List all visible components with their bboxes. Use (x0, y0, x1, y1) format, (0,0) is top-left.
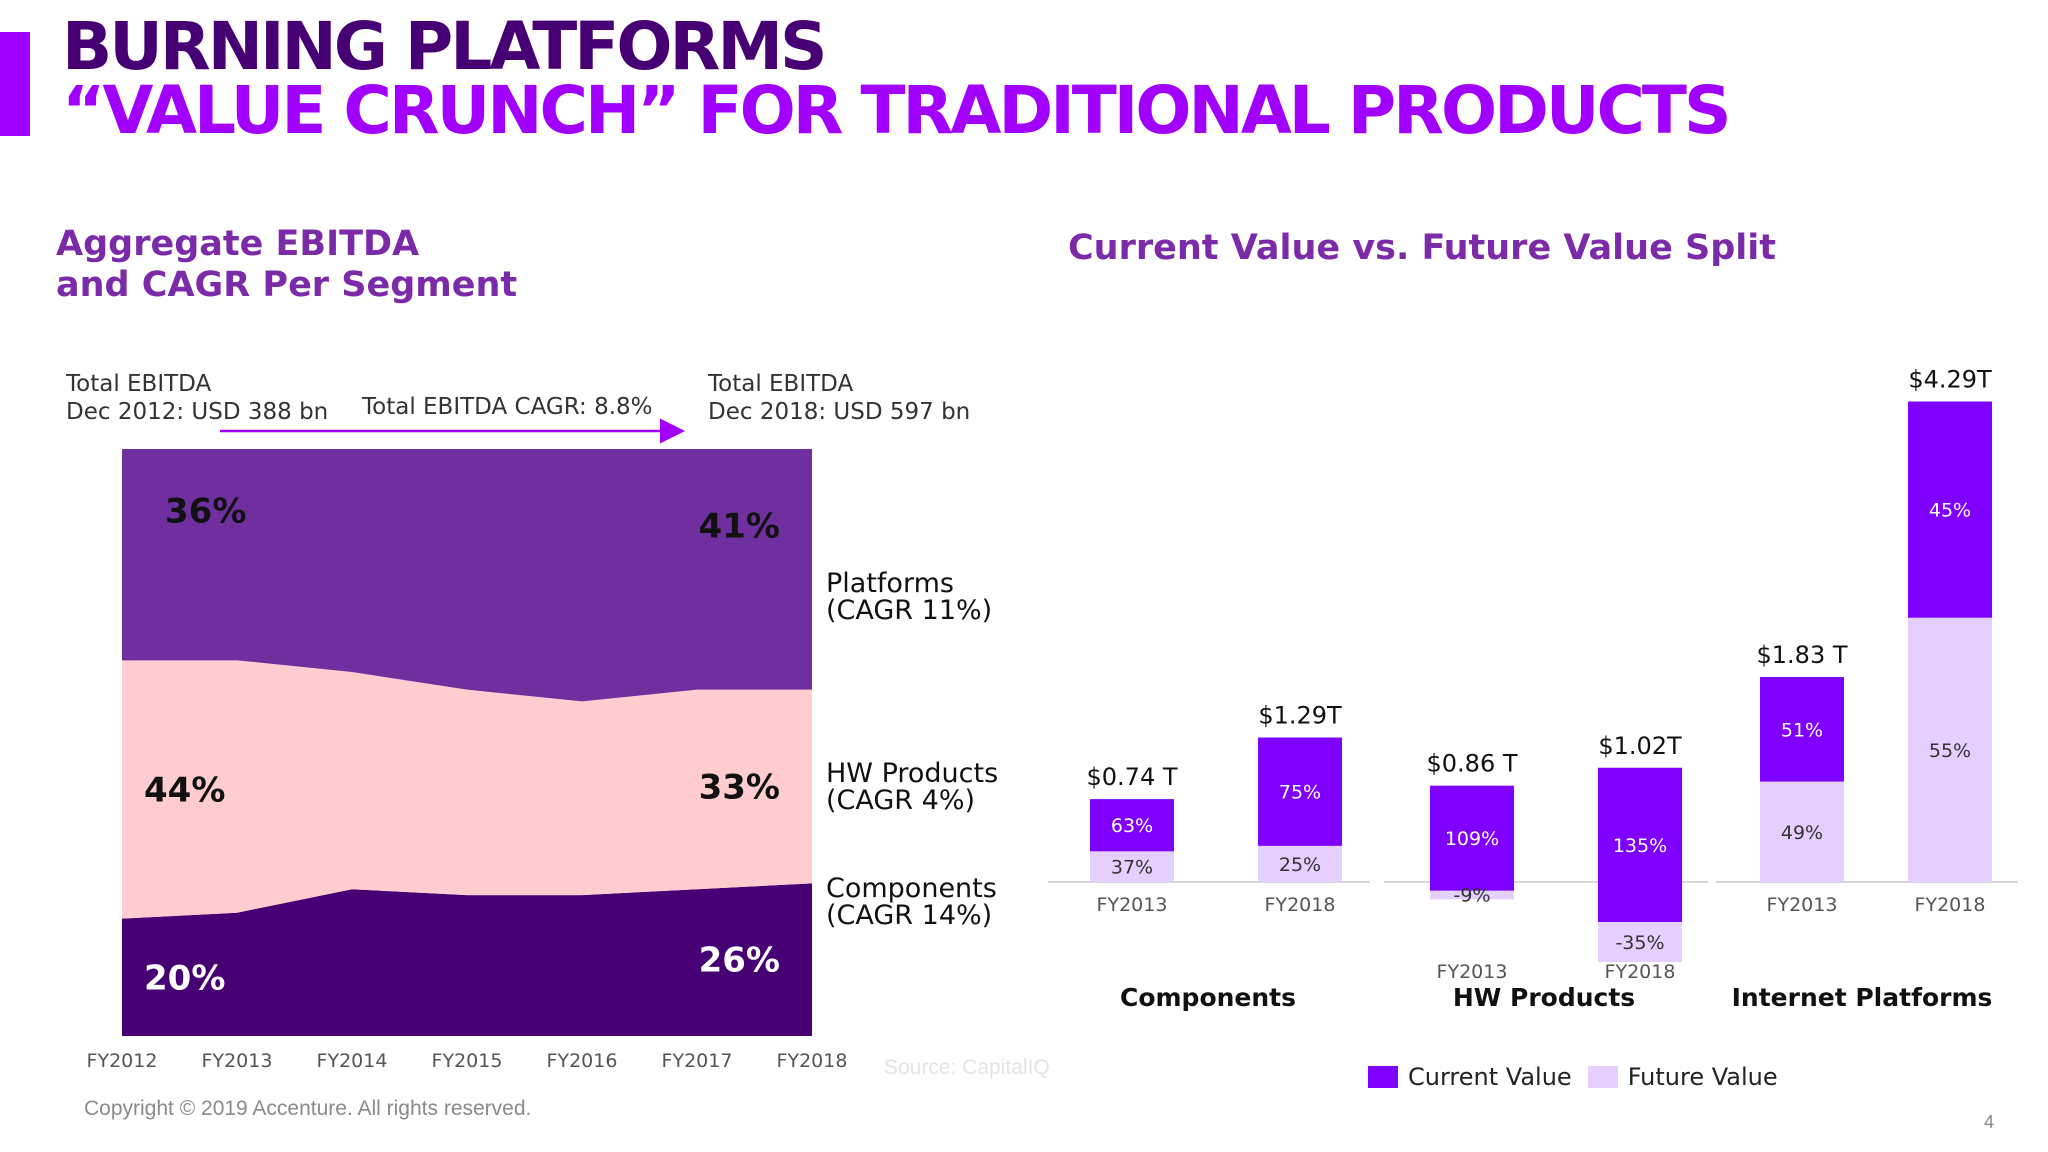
page-number: 4 (1983, 1112, 1994, 1132)
area-hw-products (122, 660, 812, 919)
bar-total-label: $4.29T (1908, 366, 1992, 394)
bar-future-value (1908, 617, 1992, 882)
bar-category-label: FY2018 (1265, 894, 1336, 916)
bar-future-label: -35% (1615, 932, 1664, 954)
bar-category-label: FY2018 (1605, 961, 1676, 983)
bar-total-label: $0.74 T (1087, 763, 1178, 791)
segment-cagr: (CAGR 11%) (826, 595, 993, 626)
legend-swatch-current (1368, 1066, 1398, 1088)
bar-current-label: 75% (1279, 782, 1321, 804)
bar-future-label: 49% (1781, 822, 1823, 844)
segment-name: HW Products (826, 758, 999, 789)
area-label-first: 20% (144, 958, 225, 998)
bar-group-name: HW Products (1453, 983, 1635, 1012)
source-note: Source: CapitalIQ (884, 1056, 1050, 1079)
x-tick-label: FY2015 (432, 1050, 503, 1072)
total-2018-line2: Dec 2018: USD 597 bn (708, 399, 971, 425)
x-tick-label: FY2017 (662, 1050, 733, 1072)
bar-group-name: Components (1120, 983, 1296, 1012)
legend-swatch-future (1587, 1066, 1618, 1088)
total-2012-line1: Total EBITDA (66, 371, 212, 397)
x-tick-label: FY2014 (317, 1050, 388, 1072)
segment-cagr: (CAGR 14%) (826, 900, 993, 931)
cagr-note: Total EBITDA CAGR: 8.8% (362, 394, 653, 420)
x-tick-label: FY2016 (547, 1050, 618, 1072)
bar-future-value (1598, 921, 1682, 962)
right-chart-subtitle: Current Value vs. Future Value Split (1068, 228, 1776, 268)
bar-current-value (1258, 737, 1342, 846)
x-tick-label: FY2012 (87, 1050, 158, 1072)
bar-total-label: $1.02T (1598, 732, 1682, 760)
area-label-last: 26% (699, 941, 780, 981)
bar-current-label: 109% (1445, 828, 1499, 850)
bar-future-label: -9% (1454, 885, 1491, 907)
area-label-last: 41% (699, 506, 780, 546)
page-title-line2: “VALUE CRUNCH” FOR TRADITIONAL PRODUCTS (62, 72, 1731, 149)
segment-cagr: (CAGR 4%) (826, 785, 976, 816)
bar-future-value (1258, 845, 1342, 882)
bar-future-label: 55% (1929, 740, 1971, 762)
bar-category-label: FY2013 (1437, 961, 1508, 983)
bar-current-value (1430, 785, 1514, 891)
segment-label-hw-products: HW Products (CAGR 4%) (826, 760, 998, 814)
copyright: Copyright © 2019 Accenture. All rights r… (84, 1097, 532, 1120)
segment-name: Platforms (826, 568, 954, 599)
bar-total-label: $1.29T (1258, 702, 1342, 730)
legend-label-future: Future Value (1627, 1063, 1778, 1091)
left-subtitle-line2: and CAGR Per Segment (56, 265, 518, 305)
bar-future-value (1090, 851, 1174, 882)
bar-current-value (1760, 677, 1844, 782)
segment-label-components: Components (CAGR 14%) (826, 875, 997, 929)
bar-total-label: $1.83 T (1757, 641, 1848, 669)
bar-current-label: 135% (1613, 835, 1667, 857)
total-2018-line1: Total EBITDA (708, 371, 854, 397)
bar-current-value (1908, 401, 1992, 618)
bar-chart-legend: Current Value Future Value (1368, 1063, 1778, 1091)
bar-current-value (1090, 799, 1174, 852)
total-ebitda-2018-note: Total EBITDA Dec 2018: USD 597 bn (708, 370, 970, 426)
bar-future-label: 25% (1279, 854, 1321, 876)
area-label-first: 36% (165, 492, 246, 532)
bar-future-value (1760, 781, 1844, 882)
bar-category-label: FY2013 (1767, 894, 1838, 916)
page-title-line1: BURNING PLATFORMS (62, 8, 828, 85)
total-2012-line2: Dec 2012: USD 388 bn (66, 399, 329, 425)
title-accent-bar (0, 32, 30, 136)
left-chart-subtitle: Aggregate EBITDA and CAGR Per Segment (56, 224, 517, 306)
area-label-last: 33% (699, 768, 780, 808)
bar-total-label: $0.86 T (1427, 750, 1518, 778)
bar-group-name: Internet Platforms (1732, 983, 1993, 1012)
segment-label-platforms: Platforms (CAGR 11%) (826, 570, 992, 624)
bar-category-label: FY2018 (1915, 894, 1986, 916)
bar-current-label: 51% (1781, 719, 1823, 741)
x-tick-label: FY2018 (777, 1050, 848, 1072)
legend-label-current: Current Value (1408, 1063, 1572, 1091)
left-subtitle-line1: Aggregate EBITDA (56, 224, 420, 264)
bar-current-label: 45% (1929, 500, 1971, 522)
area-platforms (122, 449, 812, 702)
area-label-first: 44% (144, 770, 225, 810)
x-tick-label: FY2013 (202, 1050, 273, 1072)
bar-future-label: 37% (1111, 857, 1153, 879)
area-components (122, 883, 812, 1036)
bar-future-value (1430, 890, 1514, 900)
bar-current-value (1598, 767, 1682, 922)
bar-current-label: 63% (1111, 815, 1153, 837)
bar-category-label: FY2013 (1097, 894, 1168, 916)
segment-name: Components (826, 873, 997, 904)
total-ebitda-2012-note: Total EBITDA Dec 2012: USD 388 bn (66, 370, 328, 426)
